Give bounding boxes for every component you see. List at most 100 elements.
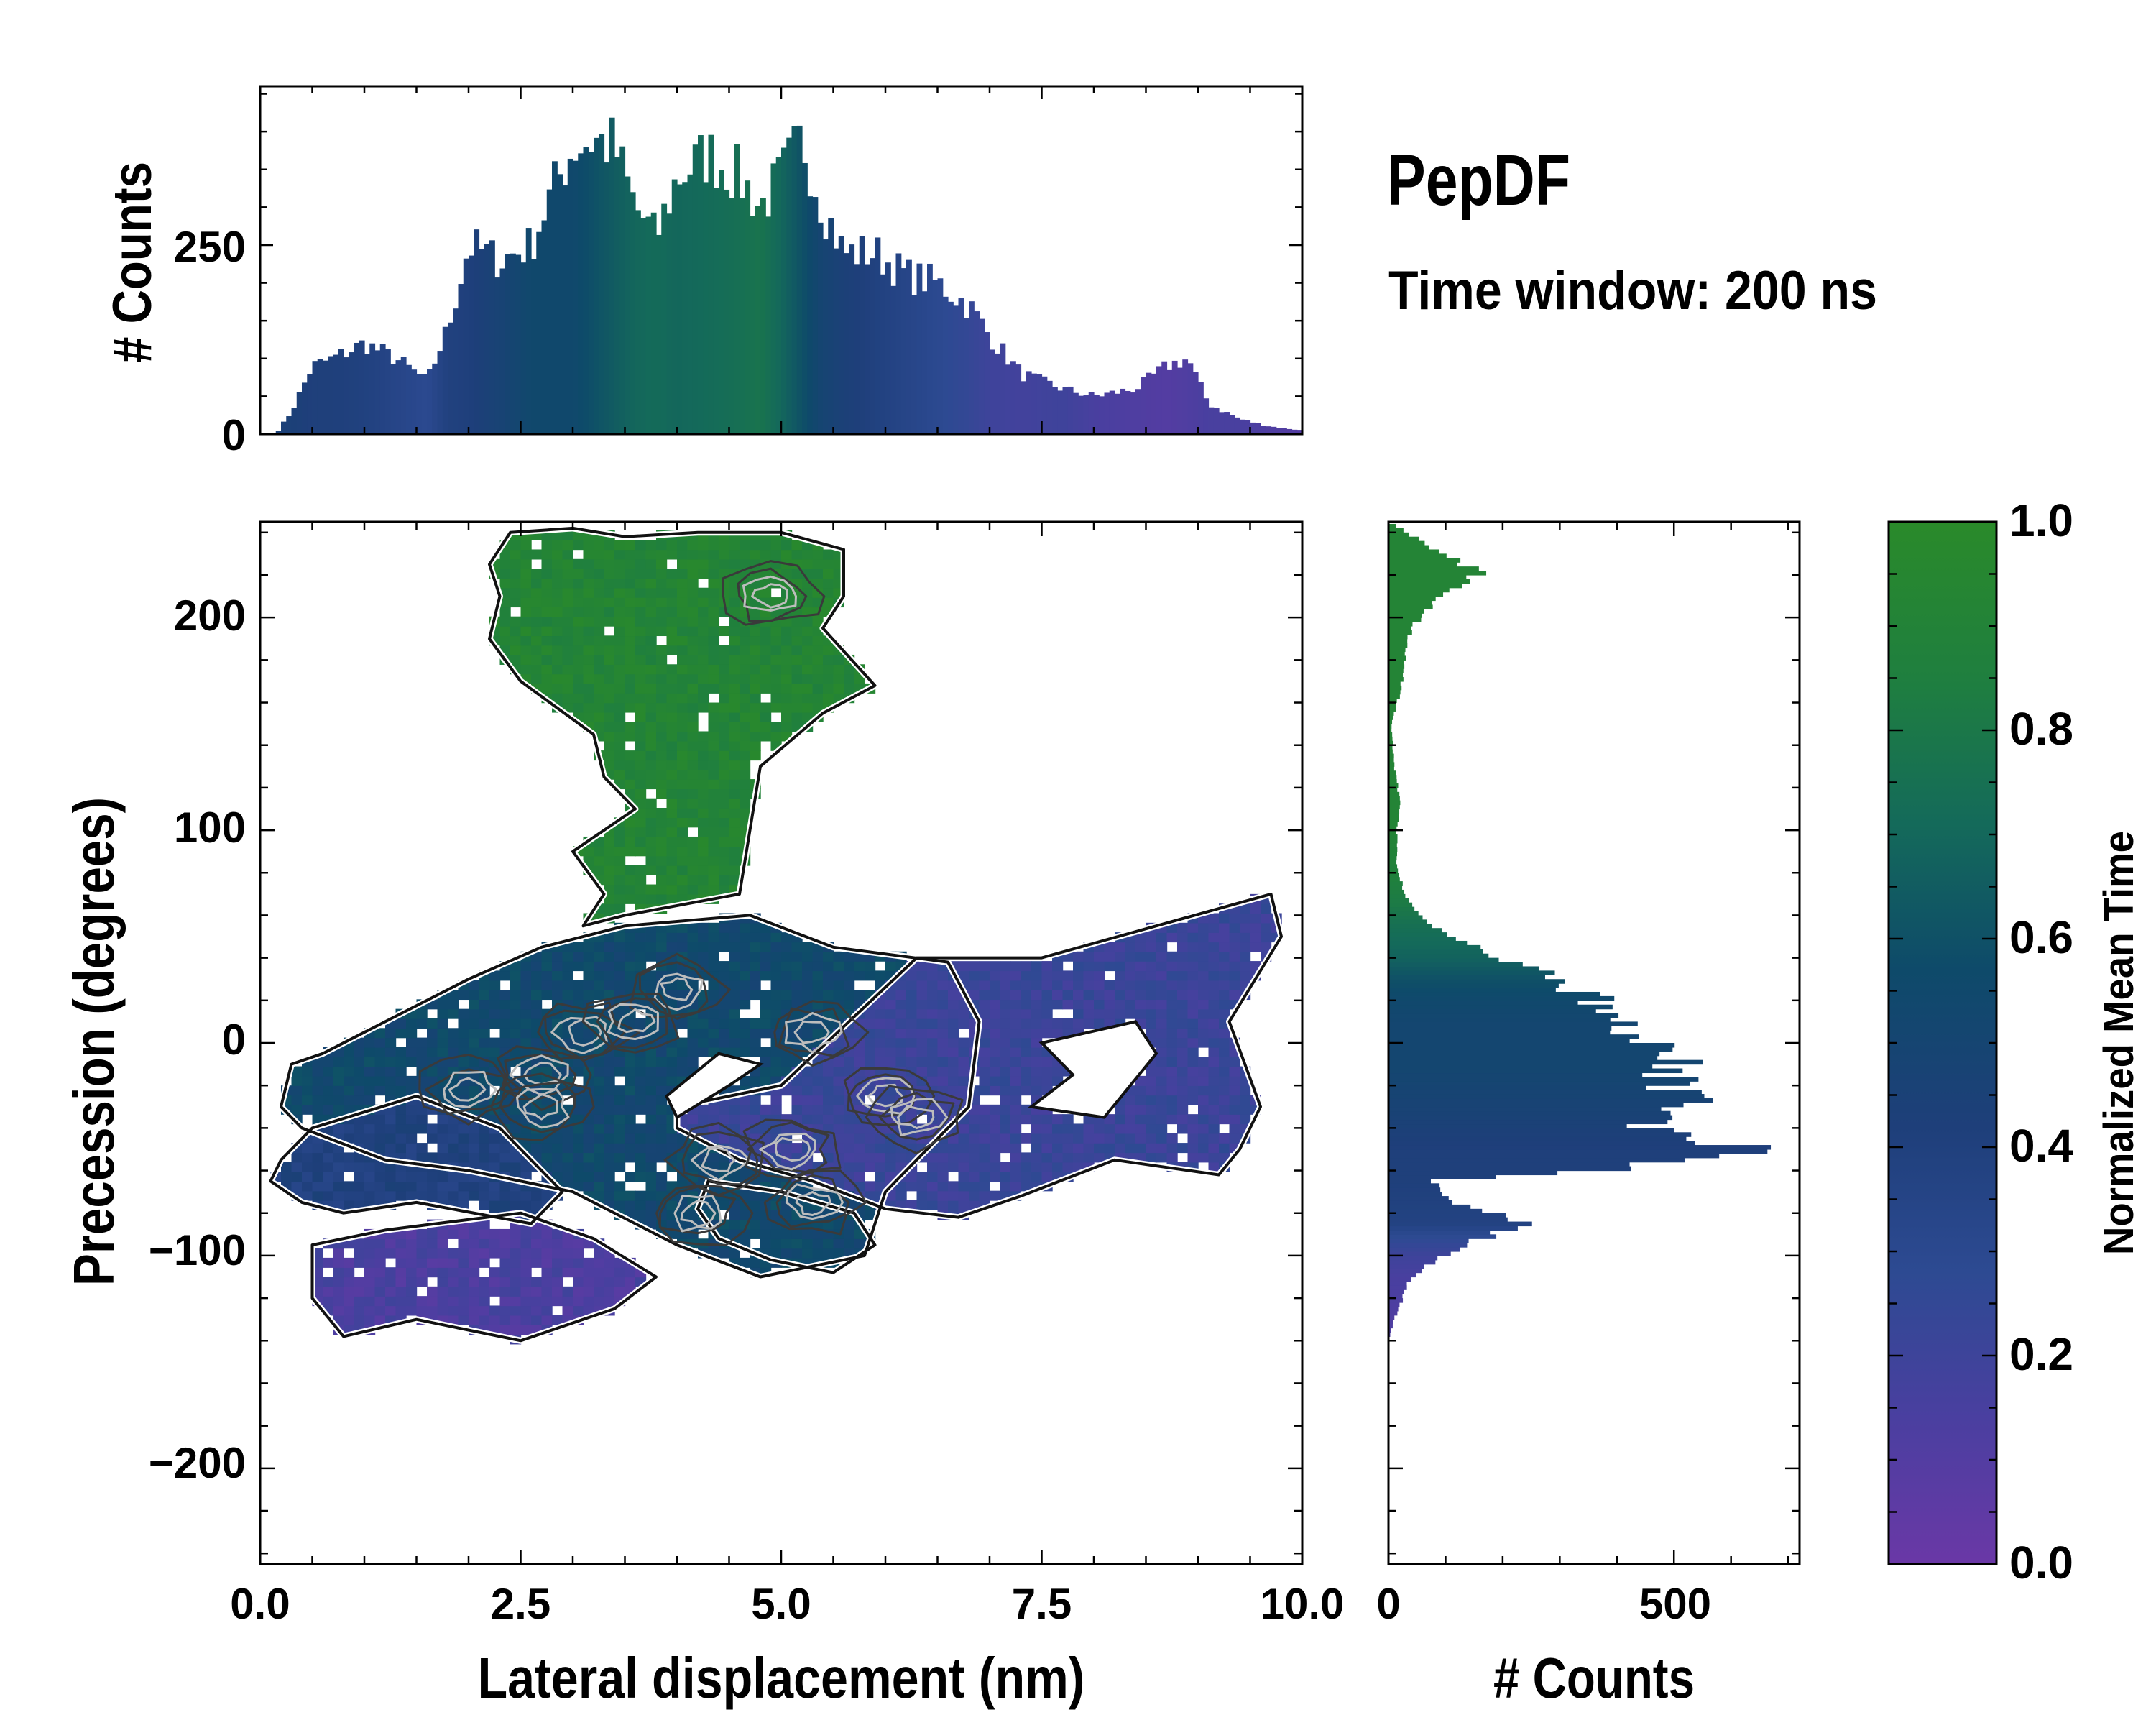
top-histogram-bar bbox=[573, 160, 579, 434]
heatmap-cell bbox=[625, 875, 636, 886]
heatmap-cell bbox=[562, 673, 573, 684]
heatmap-cell bbox=[687, 702, 699, 713]
heatmap-cell bbox=[1166, 1085, 1178, 1096]
heatmap-cell bbox=[750, 645, 761, 656]
heatmap-cell bbox=[385, 1075, 397, 1086]
heatmap-cell bbox=[427, 1296, 438, 1307]
heatmap-cell bbox=[416, 1181, 428, 1192]
heatmap-cell bbox=[645, 645, 657, 656]
heatmap-cell bbox=[1229, 1075, 1240, 1086]
heatmap-cell bbox=[614, 569, 626, 579]
heatmap-cell bbox=[645, 712, 657, 722]
heatmap-cell bbox=[583, 942, 594, 952]
heatmap-cell bbox=[344, 1123, 355, 1134]
heatmap-cell bbox=[719, 827, 730, 837]
side-histogram-bar bbox=[1388, 596, 1436, 602]
heatmap-cell bbox=[1146, 1123, 1157, 1134]
heatmap-cell bbox=[604, 1143, 615, 1154]
heatmap-cell bbox=[395, 1057, 407, 1067]
heatmap-cell bbox=[583, 664, 594, 675]
top-histogram-bar bbox=[536, 231, 543, 434]
heatmap-cell bbox=[614, 1162, 626, 1172]
heatmap-cell bbox=[594, 569, 605, 579]
heatmap-cell bbox=[687, 578, 699, 589]
heatmap-cell bbox=[448, 990, 459, 1000]
heatmap-cell bbox=[927, 1075, 939, 1086]
top-histogram-bar bbox=[1026, 371, 1032, 434]
side-histogram-bar bbox=[1388, 804, 1400, 810]
heatmap-cell bbox=[552, 1276, 563, 1287]
heatmap-cell bbox=[885, 1143, 897, 1154]
heatmap-cell bbox=[385, 1305, 397, 1316]
heatmap-cell bbox=[562, 1267, 573, 1278]
heatmap-cell bbox=[645, 654, 657, 665]
side-histogram-bar bbox=[1388, 719, 1393, 724]
heatmap-cell bbox=[1073, 961, 1084, 972]
heatmap-cell bbox=[1240, 903, 1251, 914]
heatmap-cell bbox=[291, 1104, 303, 1115]
heatmap-cell bbox=[1052, 1143, 1064, 1154]
heatmap-cell bbox=[552, 578, 563, 589]
heatmap-cell bbox=[489, 1133, 501, 1144]
side-histogram-bar bbox=[1388, 1026, 1612, 1031]
heatmap-cell bbox=[750, 1018, 761, 1029]
heatmap-cell bbox=[729, 990, 740, 1000]
heatmap-cell bbox=[812, 1085, 824, 1096]
heatmap-cell bbox=[708, 1123, 719, 1134]
heatmap-cell bbox=[677, 712, 688, 722]
heatmap-cell bbox=[719, 1008, 730, 1019]
heatmap-cell bbox=[760, 645, 772, 656]
side-histogram-bar bbox=[1388, 1030, 1611, 1035]
heatmap-cell bbox=[1146, 1133, 1157, 1144]
density-contour bbox=[773, 1000, 870, 1067]
heatmap-cell bbox=[583, 1296, 594, 1307]
top-histogram-bar bbox=[619, 146, 626, 434]
heatmap-cell bbox=[740, 1114, 751, 1125]
heatmap-cell bbox=[687, 865, 699, 875]
heatmap-cell bbox=[1135, 961, 1147, 972]
heatmap-cell bbox=[645, 760, 657, 770]
top-histogram-bar bbox=[671, 179, 678, 435]
heatmap-cell bbox=[687, 683, 699, 694]
heatmap-cell bbox=[906, 970, 918, 981]
heatmap-cell bbox=[385, 1057, 397, 1067]
top-histogram-bar bbox=[302, 382, 308, 434]
heatmap-cell bbox=[677, 788, 688, 799]
heatmap-cell bbox=[698, 798, 709, 809]
heatmap-cell bbox=[541, 1305, 553, 1316]
heatmap-cell bbox=[614, 558, 626, 569]
top-histogram-bar bbox=[395, 360, 402, 434]
heatmap-cell bbox=[1261, 932, 1272, 943]
heatmap-cell bbox=[1146, 1018, 1157, 1029]
heatmap-cell bbox=[1021, 1114, 1032, 1125]
heatmap-cell bbox=[604, 693, 615, 704]
top-histogram-bar bbox=[666, 213, 673, 434]
heatmap-cell bbox=[594, 1296, 605, 1307]
heatmap-cell bbox=[833, 1057, 844, 1067]
heatmap-cell bbox=[323, 1095, 334, 1105]
heatmap-cell bbox=[854, 1028, 865, 1039]
side-histogram-bar bbox=[1388, 604, 1433, 610]
density-contour bbox=[443, 1070, 498, 1108]
heatmap-cell bbox=[708, 760, 719, 770]
heatmap-cell bbox=[1219, 1028, 1230, 1039]
heatmap-cell bbox=[937, 1008, 949, 1019]
side-histogram-bar bbox=[1388, 579, 1470, 584]
top-histogram-bar bbox=[1021, 381, 1027, 434]
heatmap-cell bbox=[625, 836, 636, 847]
heatmap-cell bbox=[594, 1075, 605, 1086]
heatmap-cell bbox=[583, 846, 594, 857]
heatmap-cell bbox=[1198, 942, 1210, 952]
heatmap-cell bbox=[1125, 1008, 1136, 1019]
heatmap-cell bbox=[594, 1190, 605, 1201]
top-histogram-bar bbox=[1276, 428, 1282, 434]
heatmap-cell bbox=[895, 1018, 907, 1029]
heatmap-cell bbox=[645, 798, 657, 809]
heatmap-cell bbox=[677, 558, 688, 569]
heatmap-cell bbox=[1010, 1123, 1022, 1134]
heatmap-cell bbox=[573, 587, 584, 598]
heatmap-cell bbox=[1135, 970, 1147, 981]
side-histogram-bar bbox=[1388, 791, 1400, 797]
heatmap-cell bbox=[479, 1190, 490, 1201]
heatmap-cell bbox=[1208, 942, 1220, 952]
